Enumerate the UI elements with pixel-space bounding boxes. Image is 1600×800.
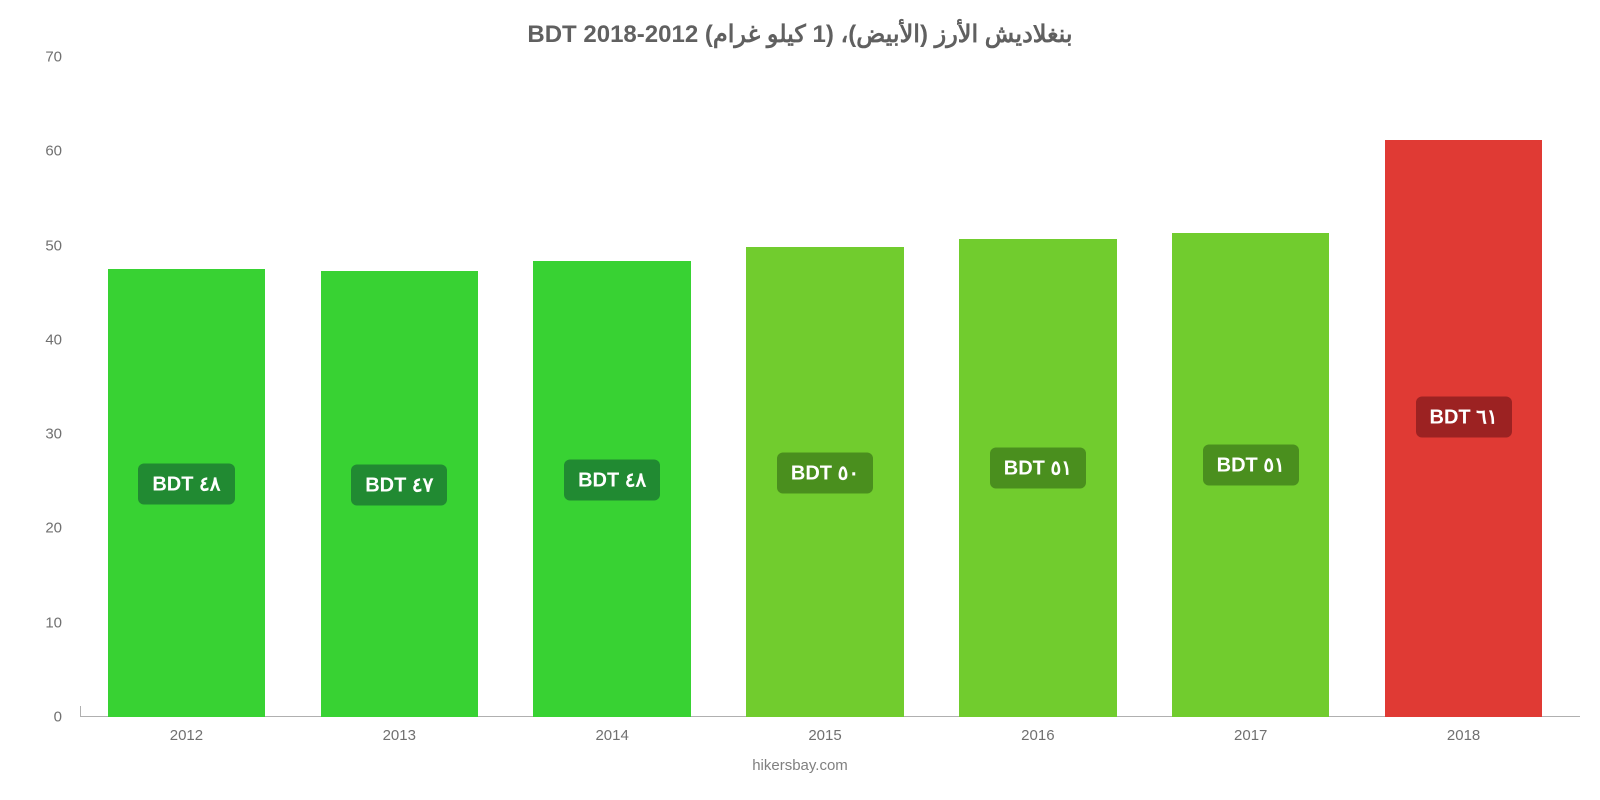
y-tick-label: 10 [45, 614, 62, 631]
bar: ٤٧ BDT [321, 271, 479, 717]
x-tick-label: 2012 [80, 717, 293, 744]
chart-title: بنغلاديش الأرز (الأبيض)، (1 كيلو غرام) 2… [30, 20, 1570, 49]
bar-value-label: ٥٠ BDT [777, 452, 873, 493]
bar-slot: ٤٧ BDT [293, 57, 506, 717]
bar-value-label: ٥١ BDT [1203, 445, 1299, 486]
bar-slot: ٥٠ BDT [719, 57, 932, 717]
bar-value-label: ٤٨ BDT [138, 464, 234, 505]
x-tick-label: 2017 [1144, 717, 1357, 744]
bar: ٤٨ BDT [533, 261, 691, 717]
bar: ٥٠ BDT [746, 247, 904, 717]
x-tick-label: 2014 [506, 717, 719, 744]
bar-value-label: ٦١ BDT [1416, 396, 1512, 437]
bar-value-label: ٤٧ BDT [351, 465, 447, 506]
y-tick-label: 20 [45, 520, 62, 537]
y-tick-label: 70 [45, 49, 62, 66]
attribution: hikersbay.com [30, 757, 1570, 774]
bar-slot: ٥١ BDT [1144, 57, 1357, 717]
y-axis: 010203040506070 [30, 57, 70, 717]
x-axis-labels: 2012201320142015201620172018 [80, 717, 1570, 744]
bar: ٦١ BDT [1385, 140, 1543, 717]
x-tick-label: 2016 [931, 717, 1144, 744]
bar-slot: ٥١ BDT [931, 57, 1144, 717]
x-tick-label: 2013 [293, 717, 506, 744]
y-tick-label: 40 [45, 331, 62, 348]
x-tick-label: 2018 [1357, 717, 1570, 744]
y-tick-label: 30 [45, 426, 62, 443]
plot-area: 010203040506070 ٤٨ BDT٤٧ BDT٤٨ BDT٥٠ BDT… [40, 57, 1580, 717]
bars-group: ٤٨ BDT ٤٧ BDT ٤٨ BDT ٥٠ BDT ٥١ BDT ٥١ BDT ٦١ B… [80, 57, 1570, 717]
bar: ٥١ BDT [1172, 233, 1330, 717]
chart-container: بنغلاديش الأرز (الأبيض)، (1 كيلو غرام) 2… [30, 20, 1570, 780]
x-tick-label: 2015 [719, 717, 932, 744]
y-tick-label: 60 [45, 143, 62, 160]
bar-slot: ٤٨ BDT [506, 57, 719, 717]
bar-slot: ٤٨ BDT [80, 57, 293, 717]
bar-slot: ٦١ BDT [1357, 57, 1570, 717]
bar-value-label: ٤٨ BDT [564, 459, 660, 500]
y-tick-label: 0 [54, 709, 62, 726]
bar: ٥١ BDT [959, 239, 1117, 717]
bar: ٤٨ BDT [108, 269, 266, 717]
bar-value-label: ٥١ BDT [990, 448, 1086, 489]
y-tick-label: 50 [45, 237, 62, 254]
